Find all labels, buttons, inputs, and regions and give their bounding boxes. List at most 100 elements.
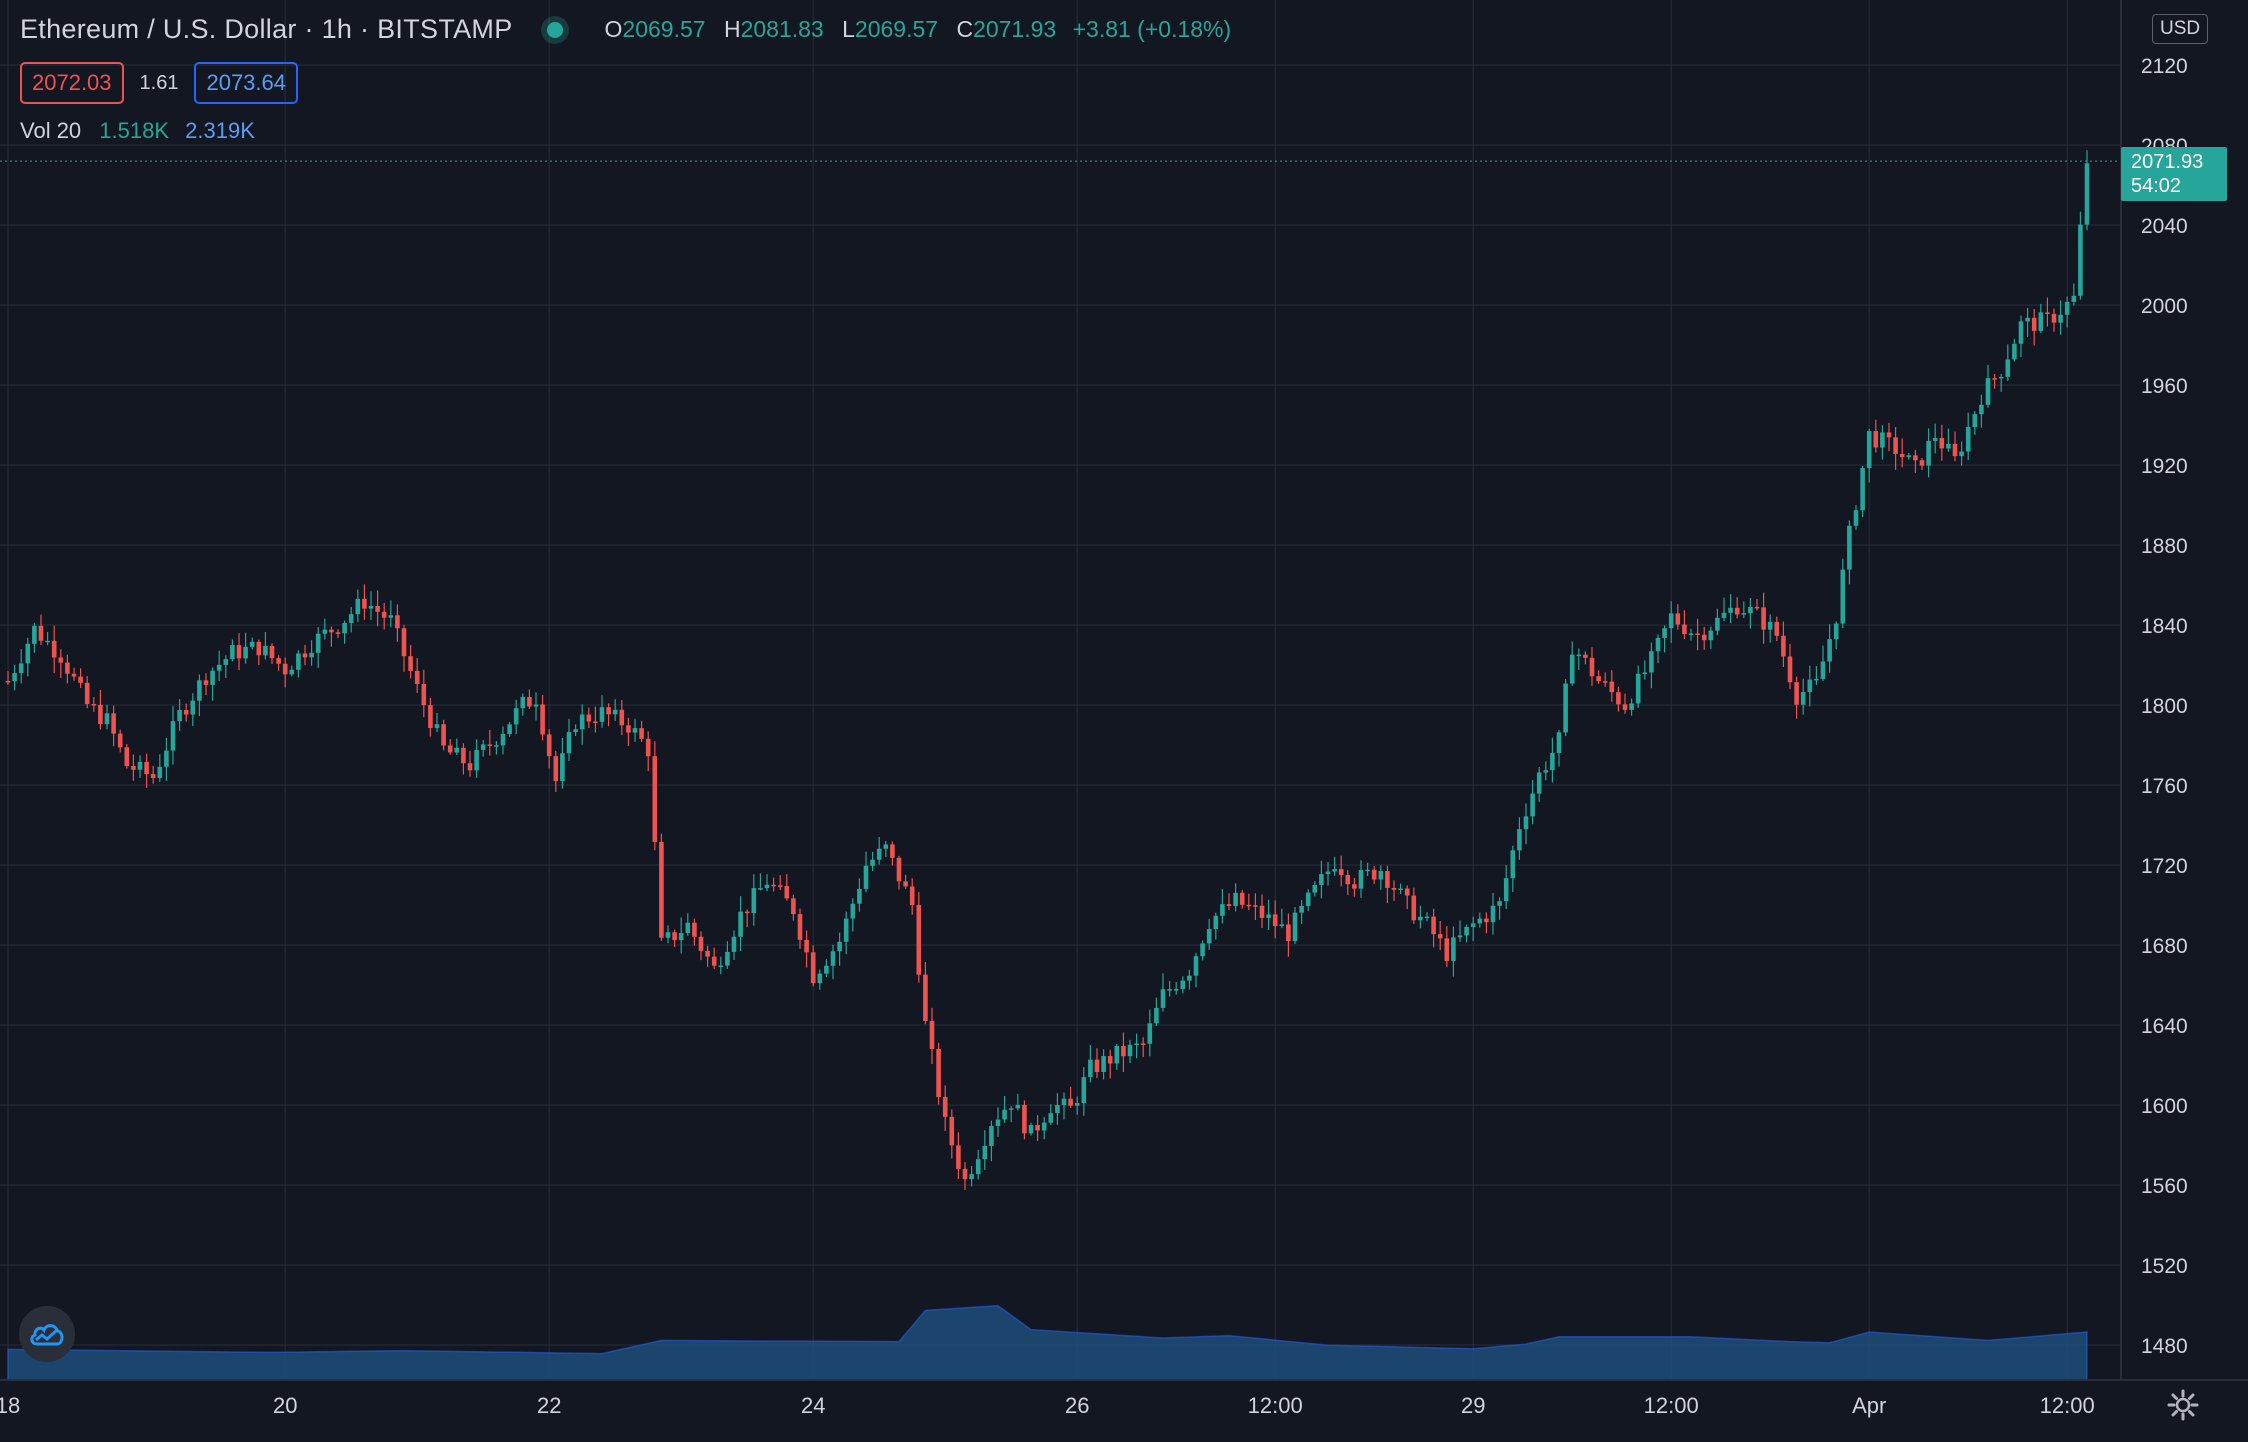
candle-body bbox=[329, 629, 334, 633]
candle-body bbox=[249, 641, 255, 647]
candle-body bbox=[315, 633, 321, 653]
gear-icon[interactable] bbox=[2166, 1388, 2200, 1422]
candle-body bbox=[956, 1145, 961, 1169]
candle-body bbox=[2078, 224, 2083, 296]
candle-body bbox=[236, 645, 242, 659]
candle-body bbox=[1952, 443, 1958, 457]
candle-body bbox=[1048, 1113, 1054, 1123]
sell-price-button[interactable]: 2072.03 bbox=[20, 62, 124, 104]
candle-body bbox=[408, 656, 413, 671]
candle-body bbox=[771, 884, 776, 887]
candle-body bbox=[876, 848, 882, 860]
candle-body bbox=[1187, 975, 1192, 981]
candle-body bbox=[1721, 612, 1727, 618]
candle-body bbox=[362, 598, 367, 609]
buy-price-button[interactable]: 2073.64 bbox=[194, 62, 298, 104]
candle-body bbox=[1708, 630, 1714, 641]
candle-body bbox=[2084, 163, 2090, 225]
candle-body bbox=[626, 725, 631, 733]
candle-body bbox=[1748, 606, 1753, 614]
candle-body bbox=[256, 641, 262, 656]
candle-body bbox=[1866, 431, 1872, 469]
candle-body bbox=[1451, 937, 1456, 962]
candle-body bbox=[302, 653, 308, 658]
cloud-icon-glyph bbox=[30, 1324, 64, 1346]
candle-body bbox=[1358, 869, 1364, 889]
candle-body bbox=[1675, 613, 1681, 625]
currency-button[interactable]: USD bbox=[2152, 14, 2209, 44]
tradingview-cloud-icon[interactable] bbox=[19, 1306, 75, 1362]
candle-body bbox=[1919, 460, 1925, 466]
candle-body bbox=[1873, 431, 1879, 448]
candle-body bbox=[1906, 455, 1912, 458]
candle-body bbox=[1444, 938, 1450, 962]
candle-body bbox=[1827, 639, 1832, 662]
market-status-icon[interactable] bbox=[546, 21, 563, 38]
candle-body bbox=[1041, 1122, 1047, 1131]
candle-body bbox=[1312, 885, 1318, 893]
candle-body bbox=[843, 918, 849, 942]
candle-body bbox=[368, 606, 374, 609]
candle-body bbox=[883, 844, 889, 849]
candle-body bbox=[1292, 912, 1298, 942]
candle-body bbox=[296, 653, 301, 670]
chart-grid bbox=[0, 0, 2121, 1380]
candle-body bbox=[276, 658, 281, 664]
candle-body bbox=[791, 898, 796, 915]
candle-body bbox=[896, 857, 902, 882]
candle-body bbox=[1470, 923, 1476, 927]
candle-body bbox=[718, 965, 724, 967]
candle-body bbox=[942, 1097, 948, 1117]
candle-body bbox=[777, 885, 783, 887]
candle-body bbox=[1437, 934, 1443, 939]
candle-body bbox=[45, 640, 50, 643]
candle-body bbox=[672, 932, 677, 941]
candle-body bbox=[1325, 871, 1331, 875]
candle-body bbox=[1418, 916, 1423, 921]
candle-body bbox=[593, 721, 598, 723]
price-tick-label: 1960 bbox=[2141, 375, 2188, 398]
candle-body bbox=[1536, 772, 1542, 794]
candle-body bbox=[1464, 926, 1469, 936]
candle-body bbox=[1497, 901, 1502, 906]
chart-legend: Ethereum / U.S. Dollar · 1h · BITSTAMP O… bbox=[20, 14, 1231, 45]
candle-body bbox=[1134, 1043, 1139, 1045]
candle-body bbox=[395, 615, 400, 629]
candle-body bbox=[1662, 628, 1667, 639]
candle-body bbox=[1569, 654, 1575, 684]
candle-body bbox=[289, 669, 295, 675]
price-axis-panel bbox=[2121, 0, 2248, 1380]
candle-body bbox=[738, 911, 743, 937]
price-tick-label: 2120 bbox=[2141, 55, 2188, 78]
candle-body bbox=[1140, 1043, 1146, 1045]
candle-body bbox=[962, 1168, 968, 1180]
volume-area-fill bbox=[7, 1304, 2088, 1381]
candle-body bbox=[5, 681, 11, 683]
candle-body bbox=[632, 728, 638, 733]
candle-body bbox=[230, 645, 235, 660]
candle-body bbox=[1754, 606, 1760, 609]
candle-body bbox=[553, 756, 559, 782]
candle-body bbox=[1622, 704, 1628, 710]
candle-body bbox=[606, 707, 611, 715]
time-tick-label: 12:00 bbox=[1644, 1393, 1699, 1418]
candle-body bbox=[527, 696, 532, 707]
volume-legend[interactable]: Vol 20 1.518K 2.319K bbox=[20, 118, 255, 144]
candle-body bbox=[659, 841, 664, 938]
candle-body bbox=[124, 747, 130, 766]
candle-body bbox=[164, 750, 169, 767]
candle-body bbox=[1404, 888, 1410, 896]
symbol-title[interactable]: Ethereum / U.S. Dollar · 1h · BITSTAMP bbox=[20, 14, 513, 44]
candle-body bbox=[111, 713, 116, 734]
candle-body bbox=[1556, 732, 1562, 753]
candle-body bbox=[1609, 681, 1615, 693]
candle-body bbox=[1715, 617, 1720, 631]
candle-body bbox=[342, 622, 347, 634]
volume-label: Vol 20 bbox=[20, 118, 82, 143]
candle-body bbox=[170, 721, 176, 751]
candle-body bbox=[2018, 321, 2024, 344]
candle-body bbox=[137, 761, 143, 770]
candle-body bbox=[1939, 437, 1945, 449]
candle-body bbox=[1741, 613, 1747, 615]
